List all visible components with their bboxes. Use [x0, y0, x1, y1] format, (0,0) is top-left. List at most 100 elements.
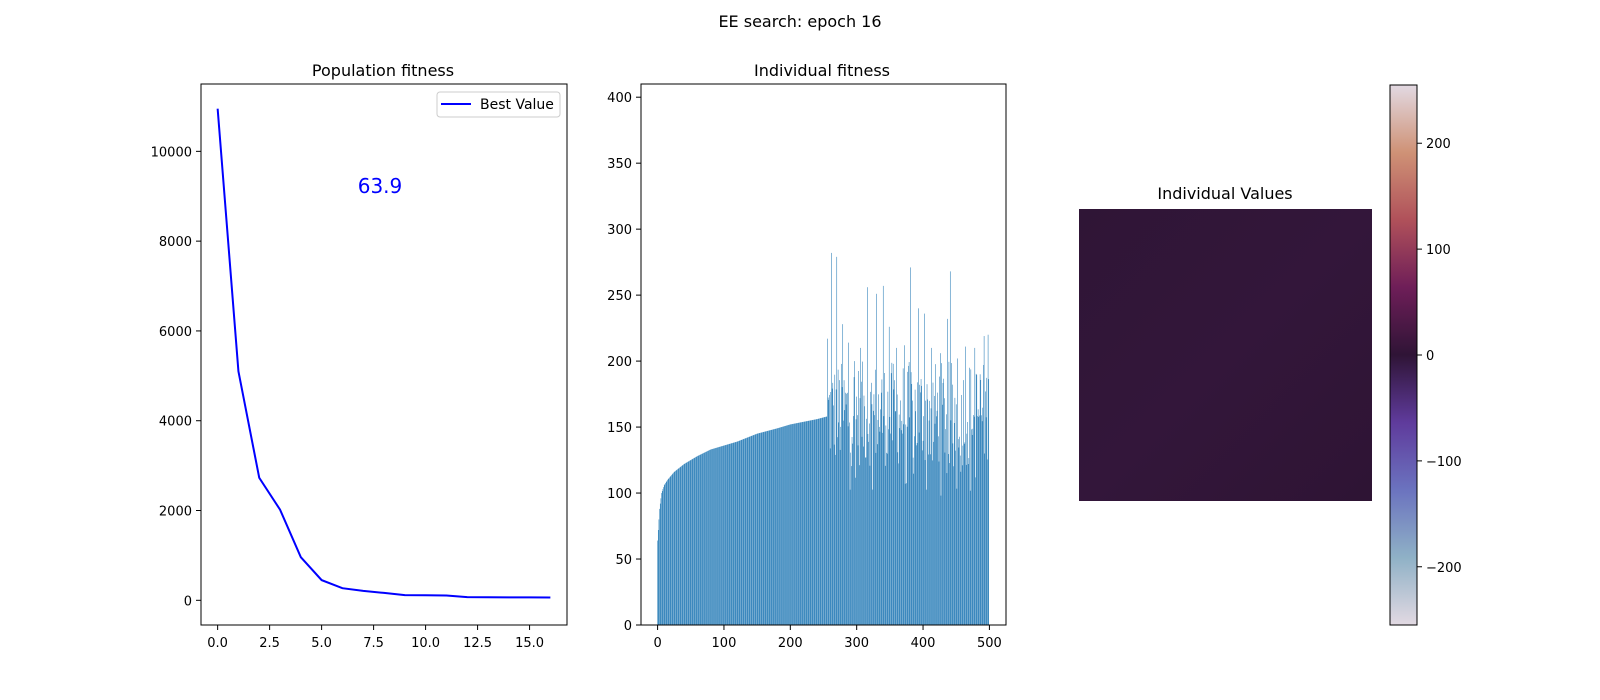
fitness-bar	[904, 345, 905, 625]
fitness-bar	[955, 450, 956, 625]
fitness-bar	[851, 437, 853, 625]
fitness-bar	[760, 432, 762, 625]
fitness-bar	[917, 382, 919, 625]
fitness-bar	[827, 397, 829, 625]
fitness-bar	[889, 416, 891, 625]
fitness-bar	[961, 394, 962, 625]
fitness-bar	[890, 373, 892, 625]
population-fitness-plot-frame	[200, 83, 568, 626]
fitness-bar	[928, 420, 930, 625]
fitness-bar	[776, 428, 777, 625]
fitness-bar	[969, 490, 971, 625]
fitness-bar	[801, 422, 803, 625]
fitness-bar	[910, 372, 912, 625]
fitness-bar	[946, 414, 947, 625]
fitness-bar	[675, 470, 677, 625]
fitness-bar	[746, 437, 747, 625]
fitness-bar	[771, 429, 773, 625]
fitness-bar	[678, 468, 680, 625]
fitness-bar	[884, 465, 886, 625]
fitness-bar	[813, 419, 814, 625]
fitness-bar	[780, 427, 782, 625]
fitness-bar	[874, 415, 875, 625]
fitness-bar	[942, 404, 943, 625]
fitness-bar	[922, 440, 924, 625]
fitness-bar	[764, 431, 765, 625]
fitness-bar	[677, 468, 679, 625]
fitness-bar	[951, 363, 952, 625]
fitness-bar	[691, 459, 692, 625]
fitness-bar	[694, 457, 696, 625]
fitness-bar	[959, 436, 960, 625]
fitness-bar	[779, 427, 780, 625]
fitness-bar	[671, 475, 672, 625]
fitness-bar	[706, 451, 707, 625]
fitness-bar	[838, 422, 840, 625]
fitness-bar	[847, 392, 848, 625]
fitness-bar	[803, 421, 804, 625]
fitness-bar	[906, 426, 908, 625]
fitness-bar	[870, 391, 871, 625]
fitness-bar	[729, 443, 731, 625]
fitness-bar	[814, 419, 816, 625]
fitness-bar	[705, 452, 706, 625]
fitness-bar	[936, 410, 938, 625]
fitness-bar	[970, 369, 972, 625]
fitness-bar	[918, 432, 920, 625]
fitness-bar	[777, 428, 778, 625]
fitness-bar	[807, 420, 809, 625]
fitness-bar	[967, 422, 968, 625]
fitness-bar	[713, 448, 715, 625]
fitness-bar	[891, 362, 893, 625]
fitness-bar	[821, 417, 822, 625]
fitness-bar	[787, 425, 788, 625]
fitness-bar	[885, 425, 887, 625]
fitness-bar	[800, 422, 802, 625]
fitness-bar	[983, 336, 985, 625]
fitness-bar	[674, 471, 676, 625]
fitness-bar	[963, 380, 964, 625]
y-tick-label: 4000	[159, 415, 192, 430]
fitness-bar	[711, 449, 712, 625]
fitness-bar	[792, 424, 793, 625]
fitness-bar	[857, 445, 859, 625]
fitness-bar	[918, 308, 919, 625]
fitness-bar	[865, 457, 866, 625]
fitness-bar	[867, 287, 868, 625]
fitness-bar	[811, 420, 813, 625]
fitness-bar	[740, 440, 742, 625]
fitness-bar	[716, 447, 717, 625]
fitness-bar	[721, 446, 722, 625]
y-tick-label: 0	[184, 594, 192, 609]
fitness-bar	[985, 417, 987, 625]
fitness-bar	[843, 380, 845, 625]
fitness-bar	[914, 389, 916, 625]
fitness-bar	[890, 433, 891, 625]
fitness-bar	[687, 461, 689, 625]
fitness-bar	[819, 418, 821, 625]
fitness-bar	[895, 411, 897, 625]
y-tick-label: 350	[607, 157, 632, 172]
fitness-bar	[784, 426, 786, 625]
fitness-bar	[790, 424, 792, 625]
fitness-bar	[735, 441, 737, 625]
fitness-bar	[788, 424, 790, 625]
fitness-bar	[704, 452, 705, 625]
fitness-bar	[922, 450, 923, 625]
fitness-bar	[871, 404, 873, 625]
fitness-bar	[977, 409, 979, 625]
fitness-bar	[963, 443, 965, 625]
individual-fitness-plot-frame	[640, 83, 1007, 626]
fitness-bar	[828, 399, 830, 625]
fitness-bar	[846, 393, 847, 625]
fitness-bar	[942, 382, 944, 625]
fitness-bar	[733, 442, 735, 625]
colorbar-tick-label: 200	[1426, 137, 1451, 152]
fitness-bar	[886, 452, 887, 625]
fitness-bar	[975, 373, 977, 625]
fitness-bar	[875, 452, 877, 625]
fitness-bar	[908, 362, 910, 625]
fitness-bar	[932, 460, 933, 625]
fitness-bar	[725, 444, 727, 625]
fitness-bar	[854, 361, 855, 625]
